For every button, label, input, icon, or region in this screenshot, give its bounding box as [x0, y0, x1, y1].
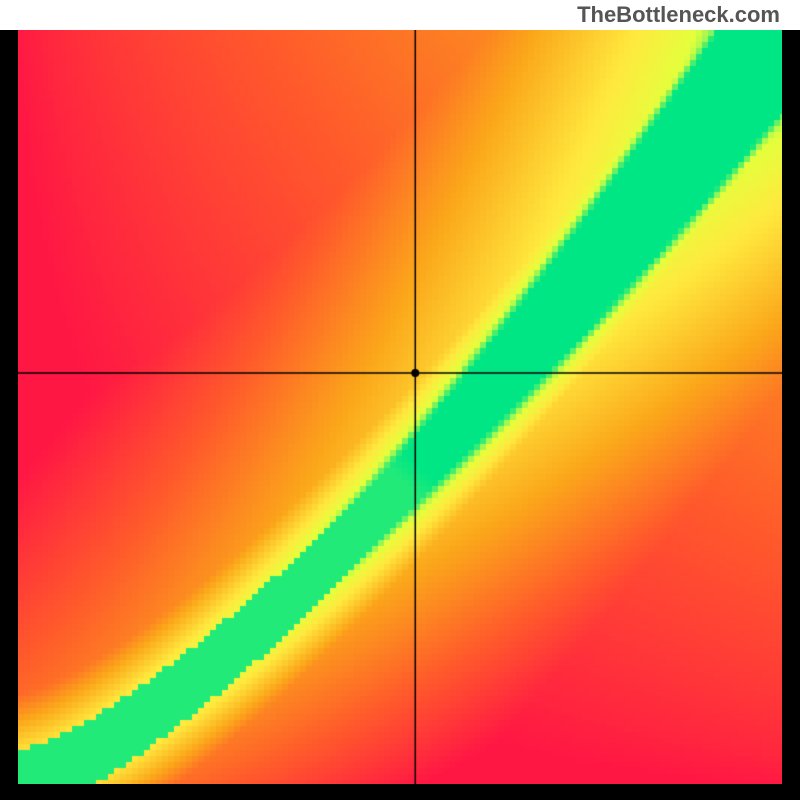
watermark-text: TheBottleneck.com	[577, 2, 780, 28]
bottleneck-heatmap	[18, 30, 782, 784]
header-bar: TheBottleneck.com	[0, 0, 800, 30]
